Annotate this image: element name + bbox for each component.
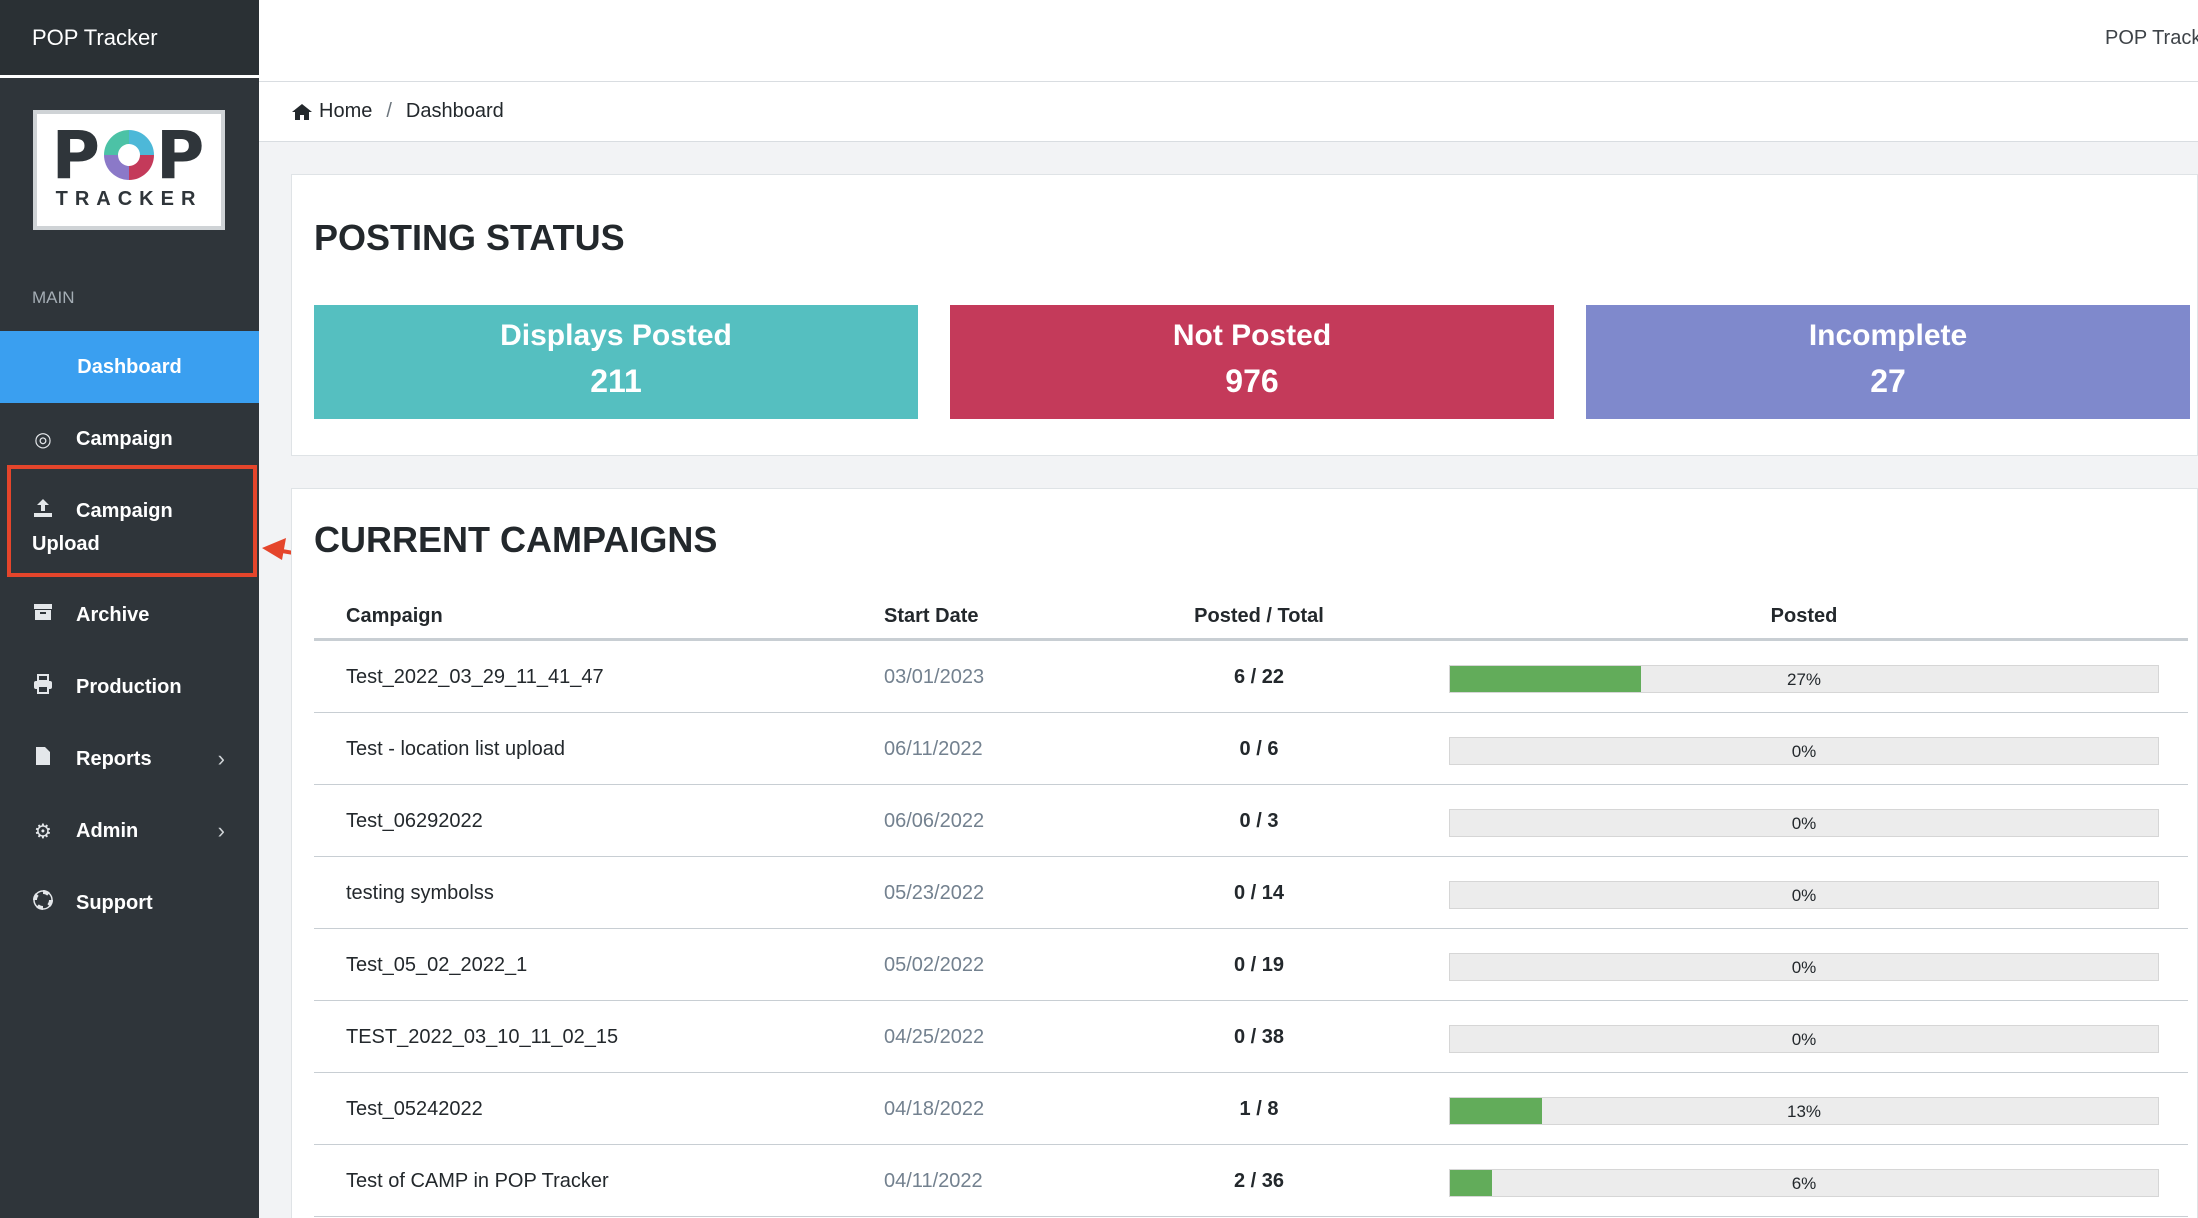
progress-bar: 27%	[1449, 665, 2159, 693]
posted-total: 0 / 6	[1239, 738, 1279, 760]
table-body: Test_2022_03_29_11_41_47 03/01/2023 6 / 22…	[314, 641, 2188, 1217]
chevron-right-icon: ›	[217, 818, 225, 843]
progress-label: 0%	[1791, 742, 1817, 761]
sidebar-item-support[interactable]: Support	[0, 867, 259, 939]
progress-label: 13%	[1786, 1102, 1822, 1121]
posted-total: 0 / 38	[1233, 1026, 1285, 1048]
campaign-name[interactable]: Test_05242022	[346, 1098, 483, 1120]
progress-label: 0%	[1791, 814, 1817, 833]
progress-bar: 6%	[1449, 1169, 2159, 1197]
campaign-name[interactable]: Test of CAMP in POP Tracker	[346, 1170, 609, 1192]
campaign-name[interactable]: TEST_2022_03_10_11_02_15	[346, 1026, 619, 1048]
sidebar-item-archive[interactable]: Archive	[0, 579, 259, 651]
breadcrumb-current: Dashboard	[405, 100, 504, 122]
posted-total: 0 / 19	[1233, 954, 1285, 976]
gear-icon: ⚙	[34, 820, 52, 843]
user-menu[interactable]: POP Tracker	[2105, 27, 2198, 49]
current-campaigns-title: CURRENT CAMPAIGNS	[314, 519, 718, 560]
progress-label: 0%	[1791, 1030, 1817, 1049]
printer-icon	[32, 674, 54, 700]
archive-icon	[32, 603, 54, 627]
table-header: Campaign Start Date Posted / Total Poste…	[314, 589, 2188, 641]
progress-bar: 0%	[1449, 953, 2159, 981]
table-row[interactable]: Test_05_02_2022_1 05/02/2022 0 / 19 0%	[314, 929, 2188, 1001]
file-icon	[32, 746, 54, 772]
col-start-date[interactable]: Start Date	[884, 605, 979, 627]
campaign-name[interactable]: Test - location list upload	[346, 738, 566, 760]
posting-status-card: POSTING STATUS Displays Posted 211 Not P…	[291, 174, 2198, 456]
start-date: 04/11/2022	[884, 1170, 983, 1192]
progress-fill	[1450, 666, 1642, 692]
start-date: 04/18/2022	[884, 1098, 985, 1120]
table-row[interactable]: TEST_2022_03_10_11_02_15 04/25/2022 0 / 38…	[314, 1001, 2188, 1073]
progress-label: 0%	[1791, 886, 1817, 905]
table-row[interactable]: Test_2022_03_29_11_41_47 03/01/2023 6 / 22…	[314, 641, 2188, 713]
start-date: 06/11/2022	[884, 738, 983, 760]
progress-bar: 0%	[1449, 737, 2159, 765]
campaigns-table: Campaign Start Date Posted / Total Poste…	[314, 589, 2188, 1217]
posted-total: 0 / 14	[1233, 882, 1285, 904]
posting-status-title: POSTING STATUS	[314, 217, 625, 258]
progress-bar: 0%	[1449, 881, 2159, 909]
progress-fill	[1450, 1170, 1493, 1196]
progress-bar: 0%	[1449, 1025, 2159, 1053]
top-header: POP Tracker	[259, 0, 2198, 82]
progress-label: 27%	[1786, 670, 1822, 689]
stat-displays-posted[interactable]: Displays Posted 211	[314, 305, 918, 419]
table-row[interactable]: Test_05242022 04/18/2022 1 / 8 13%	[314, 1073, 2188, 1145]
posted-total: 1 / 8	[1239, 1098, 1279, 1120]
sidebar-item-admin[interactable]: ⚙ Admin ›	[0, 795, 259, 867]
breadcrumb: Home / Dashboard	[259, 82, 2198, 142]
brand-title[interactable]: POP Tracker	[0, 0, 259, 78]
nav-section-main: MAIN	[32, 288, 75, 307]
col-campaign[interactable]: Campaign	[346, 605, 443, 627]
stat-not-posted[interactable]: Not Posted 976	[950, 305, 1554, 419]
col-posted[interactable]: Posted	[1770, 605, 1838, 627]
progress-bar: 0%	[1449, 809, 2159, 837]
table-row[interactable]: testing symbolss 05/23/2022 0 / 14 0%	[314, 857, 2188, 929]
progress-label: 0%	[1791, 958, 1817, 977]
posted-total: 2 / 36	[1233, 1170, 1285, 1192]
posted-total: 6 / 22	[1233, 666, 1285, 688]
sidebar-item-campaign[interactable]: ◎ Campaign	[0, 403, 259, 475]
start-date: 04/25/2022	[884, 1026, 985, 1048]
sidebar-nav: Dashboard ◎ Campaign Campaign Upload Arc…	[0, 331, 259, 939]
sidebar-item-campaign-upload[interactable]: Campaign Upload	[0, 475, 259, 579]
target-icon: ◎	[34, 428, 52, 451]
breadcrumb-home[interactable]: Home	[319, 100, 373, 122]
campaign-name[interactable]: testing symbolss	[346, 882, 494, 904]
progress-fill	[1450, 1098, 1543, 1124]
posted-total: 0 / 3	[1239, 810, 1279, 832]
sidebar-item-production[interactable]: Production	[0, 651, 259, 723]
progress-label: 6%	[1791, 1174, 1817, 1193]
upload-icon	[32, 497, 54, 525]
sidebar-item-dashboard[interactable]: Dashboard	[0, 331, 259, 403]
home-icon	[292, 103, 312, 120]
table-row[interactable]: Test_06292022 06/06/2022 0 / 3 0%	[314, 785, 2188, 857]
current-campaigns-card: CURRENT CAMPAIGNS Campaign Start Date Po…	[291, 488, 2198, 1218]
highlight-box	[7, 465, 257, 577]
progress-bar: 13%	[1449, 1097, 2159, 1125]
campaign-name[interactable]: Test_05_02_2022_1	[346, 954, 528, 976]
stat-incomplete[interactable]: Incomplete 27	[1586, 305, 2190, 419]
start-date: 05/02/2022	[884, 954, 985, 976]
chevron-right-icon: ›	[217, 746, 225, 771]
start-date: 05/23/2022	[884, 882, 985, 904]
start-date: 06/06/2022	[884, 810, 985, 832]
table-row[interactable]: Test - location list upload 06/11/2022 0 /…	[314, 713, 2188, 785]
campaign-name[interactable]: Test_06292022	[346, 810, 483, 832]
start-date: 03/01/2023	[884, 666, 985, 688]
campaign-name[interactable]: Test_2022_03_29_11_41_47	[346, 666, 604, 688]
table-row[interactable]: Test of CAMP in POP Tracker 04/11/2022 2 /…	[314, 1145, 2188, 1217]
sidebar-item-reports[interactable]: Reports ›	[0, 723, 259, 795]
lifebuoy-icon	[32, 890, 54, 916]
col-posted-total[interactable]: Posted / Total	[1194, 605, 1324, 627]
